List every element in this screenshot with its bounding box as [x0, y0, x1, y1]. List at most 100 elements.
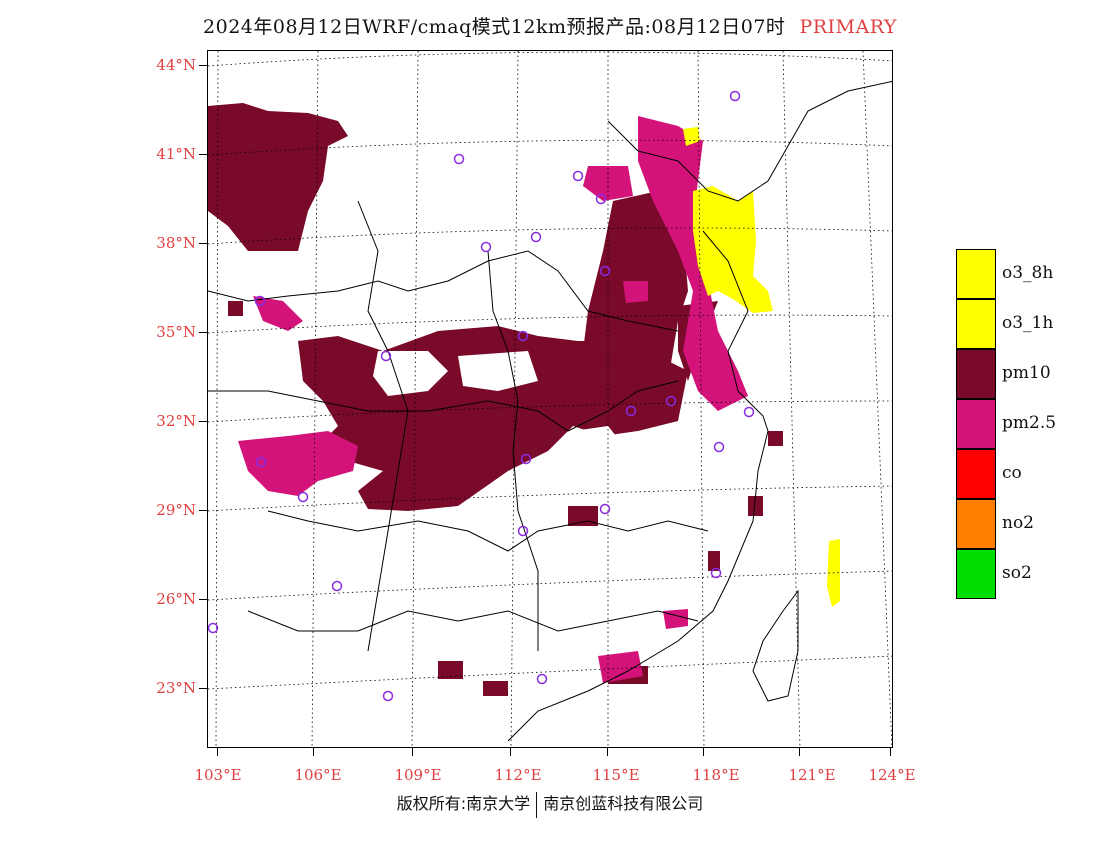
city-marker: [595, 193, 607, 205]
lon-line: [697, 51, 705, 747]
clear-area: [458, 351, 538, 391]
city-marker: [713, 441, 725, 453]
city-marker: [517, 525, 529, 537]
taiwan-outline: [752, 589, 799, 702]
city-marker: [254, 295, 266, 307]
legend-item-o3-8h: o3_8h: [956, 249, 1076, 299]
legend-label: so2: [1002, 563, 1032, 583]
pm10-patch: [768, 431, 783, 446]
pollutant-legend: o3_8h o3_1h pm10 pm2.5 co no2 so2: [956, 249, 1076, 599]
pm25-region-west: [253, 296, 303, 331]
lat-line: [208, 570, 892, 601]
boundary-line: [607, 80, 892, 202]
city-marker: [665, 395, 677, 407]
o3-patch: [683, 127, 700, 146]
city-marker: [536, 673, 548, 685]
boundaries: [208, 80, 892, 742]
city-marker: [297, 491, 309, 503]
boundary-line: [267, 510, 709, 552]
lat-line: [208, 314, 892, 334]
city-marker: [255, 456, 267, 468]
legend-label: pm2.5: [1002, 413, 1057, 433]
lat-label: 29°N: [156, 501, 196, 519]
lat-label: 23°N: [156, 679, 196, 697]
city-marker: [625, 405, 637, 417]
legend-swatch: [956, 399, 996, 449]
pm10-patch: [748, 496, 763, 516]
legend-item-pm10: pm10: [956, 349, 1076, 399]
lon-label: 109°E: [394, 766, 442, 784]
city-marker: [599, 265, 611, 277]
city-marker: [599, 503, 611, 515]
legend-item-pm25: pm2.5: [956, 399, 1076, 449]
legend-label: pm10: [1002, 363, 1051, 383]
lon-line: [782, 51, 801, 747]
city-marker: [710, 567, 722, 579]
lon-label: 121°E: [788, 766, 836, 784]
o3-region-bohai: [693, 186, 773, 313]
pm10-patch: [483, 681, 508, 696]
lat-tick: [199, 332, 207, 333]
city-markers: [208, 90, 755, 702]
boundary-line: [487, 250, 539, 651]
legend-item-no2: no2: [956, 499, 1076, 549]
lon-label: 112°E: [494, 766, 542, 784]
lat-tick: [199, 154, 207, 155]
city-marker: [743, 406, 755, 418]
coastline: [507, 230, 769, 742]
lon-tick: [412, 748, 413, 756]
lon-line: [411, 51, 419, 747]
lon-tick: [799, 748, 800, 756]
legend-label: co: [1002, 463, 1022, 483]
map-canvas: [208, 51, 892, 747]
lat-label: 38°N: [156, 234, 196, 252]
map-title: 2024年08月12日WRF/cmaq模式12km预报产品:08月12日07时 P…: [0, 12, 1100, 39]
city-marker: [572, 170, 584, 182]
pm25-region-east: [638, 116, 748, 411]
legend-swatch: [956, 299, 996, 349]
lat-tick: [199, 65, 207, 66]
clear-area: [568, 426, 628, 471]
city-marker: [729, 90, 741, 102]
lon-label: 124°E: [868, 766, 916, 784]
lat-label: 41°N: [156, 145, 196, 163]
lat-line: [208, 485, 892, 512]
lon-label: 118°E: [692, 766, 740, 784]
copyright-footer: 版权所有:南京大学 南京创蓝科技有限公司: [0, 790, 1100, 818]
city-marker: [331, 580, 343, 592]
lon-tick: [510, 748, 511, 756]
footer-divider: [536, 791, 538, 818]
pm25-region-guangdong: [598, 651, 643, 683]
lon-line: [862, 51, 892, 747]
lat-tick: [199, 688, 207, 689]
lon-tick: [703, 748, 704, 756]
legend-label: no2: [1002, 513, 1034, 533]
lon-label: 106°E: [294, 766, 342, 784]
lat-tick: [199, 510, 207, 511]
forecast-map: [207, 50, 893, 748]
pm25-patch: [623, 281, 648, 303]
pm10-patch: [438, 661, 463, 679]
footer-company: 南京创蓝科技有限公司: [543, 794, 704, 813]
lat-tick: [199, 243, 207, 244]
pm25-patch: [663, 609, 688, 629]
lon-tick: [607, 748, 608, 756]
lat-tick: [199, 421, 207, 422]
pm25-regions: [238, 116, 748, 683]
lon-label: 115°E: [592, 766, 640, 784]
pm10-patch: [568, 506, 598, 526]
city-marker: [517, 330, 529, 342]
lon-line: [215, 51, 219, 747]
lon-line: [311, 51, 319, 747]
lon-tick: [313, 748, 314, 756]
city-marker: [382, 690, 394, 702]
graticule: [208, 51, 892, 747]
title-main: 2024年08月12日WRF/cmaq模式12km预报产品:08月12日07时: [203, 16, 786, 38]
legend-label: o3_8h: [1002, 263, 1054, 283]
boundary-line: [208, 250, 679, 332]
lon-line: [510, 51, 519, 747]
legend-swatch: [956, 449, 996, 499]
lat-label: 26°N: [156, 590, 196, 608]
footer-copyright: 版权所有:南京大学: [396, 794, 531, 813]
city-marker: [530, 231, 542, 243]
